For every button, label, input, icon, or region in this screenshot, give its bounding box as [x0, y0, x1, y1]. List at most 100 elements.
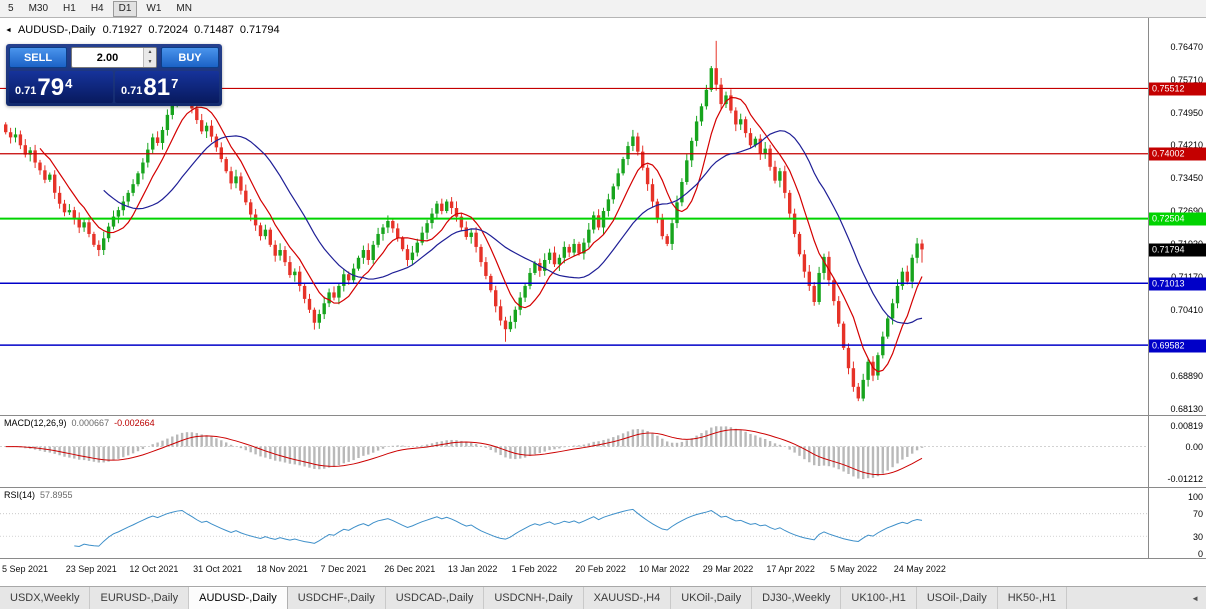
y-axis-tick: 0.74950 — [1170, 108, 1203, 118]
chart-symbol-title: AUDUSD-,Daily — [17, 24, 96, 36]
ohlc-high: 0.72024 — [148, 24, 189, 36]
tab-hk50-h1[interactable]: HK50-,H1 — [998, 587, 1068, 609]
ohlc-low: 0.71487 — [194, 24, 234, 36]
tab-audusd-daily[interactable]: AUDUSD-,Daily — [189, 587, 288, 609]
rsi-pane: RSI(14) 57.8955 100 70 30 0 — [0, 488, 1206, 559]
hline-price-flag: 0.75512 — [1149, 82, 1206, 96]
date-label: 10 Mar 2022 — [639, 564, 690, 574]
sell-price-pip: 4 — [65, 76, 73, 91]
ohlc-open: 0.71927 — [102, 24, 143, 36]
hline-price-flag: 0.72504 — [1149, 212, 1206, 226]
tab-dj30-weekly[interactable]: DJ30-,Weekly — [752, 587, 842, 609]
hline-price-flag: 0.69582 — [1149, 339, 1206, 353]
price-chart-area[interactable]: ◄ AUDUSD-,Daily 0.71927 0.72024 0.71487 … — [0, 18, 1148, 415]
timeframe-button-m30[interactable]: M30 — [23, 1, 54, 17]
date-label: 5 May 2022 — [830, 564, 878, 574]
y-axis-tick: 0.76470 — [1170, 42, 1203, 52]
timeframe-toolbar: 5 M30 H1 H4 D1 W1 MN — [0, 0, 1206, 18]
date-label: 29 Mar 2022 — [702, 564, 754, 574]
tab-eurusd-daily[interactable]: EURUSD-,Daily — [90, 587, 190, 609]
y-axis-tick: 0.70410 — [1170, 305, 1203, 315]
buy-price-pip: 7 — [171, 76, 179, 91]
macd-pane: MACD(12,26,9) 0.000667 -0.002664 0.00819 0.… — [0, 416, 1206, 488]
lot-size-value[interactable]: 2.00 — [96, 51, 119, 64]
buy-price-prefix: 0.71 — [121, 85, 143, 97]
rsi-axis: 100 70 30 0 — [1148, 488, 1206, 559]
lot-size-input[interactable]: 2.00 ▲ ▼ — [71, 47, 157, 68]
tab-usdcad-daily[interactable]: USDCAD-,Daily — [386, 587, 485, 609]
rsi-chart-area[interactable]: RSI(14) 57.8955 — [0, 488, 1148, 558]
current-price-flag: 0.71794 — [1149, 243, 1206, 257]
sell-button[interactable]: SELL — [9, 47, 67, 68]
date-label: 23 Sep 2021 — [65, 564, 117, 574]
date-label: 5 Sep 2021 — [2, 564, 49, 574]
rsi-axis-tick: 100 — [1187, 492, 1203, 502]
tab-uk100-h1[interactable]: UK100-,H1 — [841, 587, 917, 609]
lot-increase-icon[interactable]: ▲ — [144, 48, 156, 58]
tab-usdx-weekly[interactable]: USDX,Weekly — [0, 587, 91, 609]
candlestick-chart[interactable] — [0, 18, 1148, 415]
date-label: 20 Feb 2022 — [575, 564, 626, 574]
y-axis-tick: 0.68130 — [1170, 404, 1203, 414]
y-axis-tick: 0.68890 — [1170, 371, 1203, 381]
chart-header: ◄ AUDUSD-,Daily 0.71927 0.72024 0.71487 … — [5, 24, 280, 36]
sell-price-prefix: 0.71 — [15, 85, 37, 97]
rsi-axis-tick: 70 — [1192, 509, 1203, 520]
y-axis-tick: 0.71170 — [1171, 272, 1203, 282]
buy-price-big: 81 — [143, 74, 171, 101]
buy-button[interactable]: BUY — [161, 47, 219, 68]
macd-signal-value: -0.002664 — [114, 418, 155, 428]
date-axis[interactable]: 5 Sep 2021 23 Sep 2021 12 Oct 2021 31 Oct 2… — [0, 559, 1206, 586]
main-chart-pane: ◄ AUDUSD-,Daily 0.71927 0.72024 0.71487 … — [0, 18, 1206, 416]
sell-price-big: 79 — [37, 74, 65, 101]
timeframe-button-5[interactable]: 5 — [2, 1, 20, 17]
ohlc-close: 0.71794 — [239, 24, 280, 36]
date-label: 26 Dec 2021 — [384, 564, 436, 574]
tab-ukoil-daily[interactable]: UKOil-,Daily — [671, 587, 753, 609]
lot-spinner: ▲ ▼ — [143, 48, 156, 67]
chart-tab-bar: USDX,Weekly EURUSD-,Daily AUDUSD-,Daily USD… — [0, 586, 1206, 609]
date-label: 1 Feb 2022 — [511, 564, 558, 574]
hline-price-flag: 0.74002 — [1149, 147, 1206, 161]
date-label: 24 May 2022 — [893, 564, 946, 574]
tab-usdcnh-daily[interactable]: USDCNH-,Daily — [484, 587, 584, 609]
timeframe-button-h4[interactable]: H4 — [85, 1, 110, 17]
y-axis-tick: 0.75710 — [1170, 75, 1203, 85]
rsi-value: 57.8955 — [40, 490, 73, 500]
one-click-trading-panel: SELL 2.00 ▲ ▼ BUY 0.71 79 4 0.71 — [6, 44, 222, 106]
rsi-label: RSI(14) 57.8955 — [4, 490, 73, 500]
macd-axis-tick: 0.00 — [1185, 442, 1203, 452]
date-label: 31 Oct 2021 — [193, 564, 243, 574]
sell-price-display[interactable]: 0.71 79 4 — [9, 71, 113, 103]
tab-usdchf-daily[interactable]: USDCHF-,Daily — [288, 587, 386, 609]
tab-xauusd-h4[interactable]: XAUUSD-,H4 — [584, 587, 672, 609]
macd-chart-area[interactable]: MACD(12,26,9) 0.000667 -0.002664 — [0, 416, 1148, 487]
date-label: 12 Oct 2021 — [129, 564, 179, 574]
macd-label: MACD(12,26,9) 0.000667 -0.002664 — [4, 418, 155, 428]
timeframe-button-h1[interactable]: H1 — [57, 1, 82, 17]
y-axis-tick: 0.73450 — [1170, 173, 1203, 184]
tab-scroll-left-icon[interactable]: ◄ — [1191, 593, 1199, 603]
macd-axis-tick: 0.00819 — [1170, 420, 1203, 431]
date-label: 18 Nov 2021 — [256, 564, 308, 574]
macd-chart[interactable] — [0, 416, 1148, 487]
rsi-chart[interactable] — [0, 488, 1148, 558]
lot-decrease-icon[interactable]: ▼ — [144, 57, 156, 67]
rsi-axis-tick: 30 — [1192, 531, 1203, 542]
timeframe-button-d1[interactable]: D1 — [112, 0, 138, 17]
macd-main-value: 0.000667 — [71, 418, 110, 428]
price-axis[interactable]: 0.76470 0.75710 0.74950 0.74210 0.73450 0.726… — [1148, 18, 1206, 415]
tab-usoil-daily[interactable]: USOil-,Daily — [917, 587, 998, 609]
hline-price-flag: 0.71013 — [1149, 277, 1206, 291]
date-label: 7 Dec 2021 — [320, 564, 367, 574]
y-axis-tick: 0.74210 — [1170, 140, 1203, 151]
date-label: 17 Apr 2022 — [766, 564, 815, 574]
timeframe-button-mn[interactable]: MN — [170, 1, 198, 17]
collapse-chart-icon[interactable]: ◄ — [5, 26, 12, 34]
rsi-axis-tick: 0 — [1197, 549, 1203, 559]
macd-axis: 0.00819 0.00 -0.01212 — [1148, 416, 1206, 487]
date-label: 13 Jan 2022 — [447, 564, 498, 574]
macd-axis-tick: -0.01212 — [1167, 473, 1203, 484]
buy-price-display[interactable]: 0.71 81 7 — [115, 71, 219, 103]
timeframe-button-w1[interactable]: W1 — [140, 1, 167, 17]
